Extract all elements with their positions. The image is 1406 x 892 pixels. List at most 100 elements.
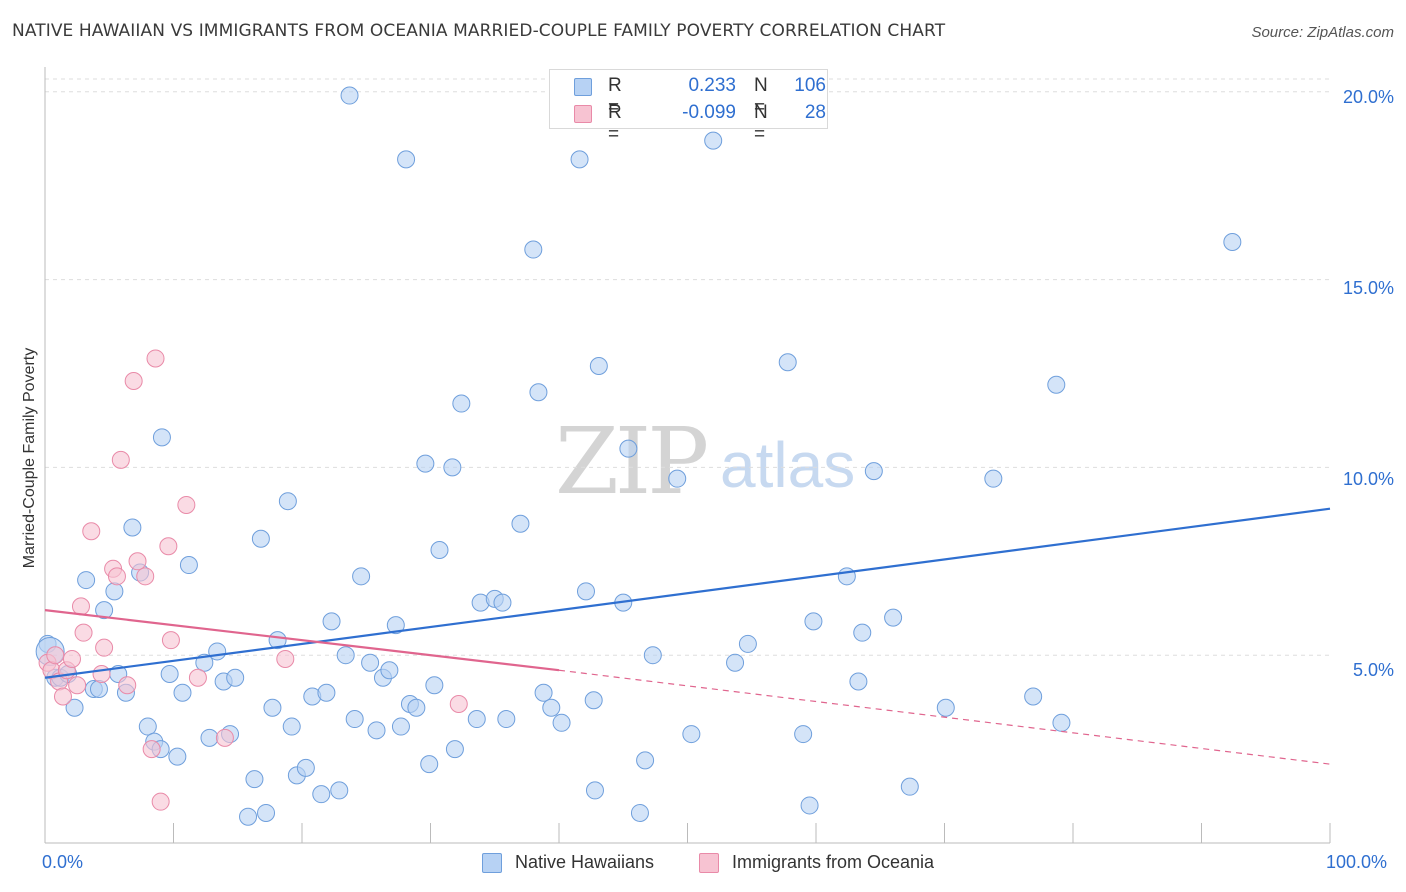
native-hawaiians-point	[416, 454, 435, 473]
native-hawaiians-point	[391, 717, 410, 736]
native-hawaiians-point	[425, 676, 444, 695]
immigrants-oceania-point	[107, 567, 126, 586]
native-hawaiians-point	[226, 668, 245, 687]
native-hawaiians-point	[884, 608, 903, 627]
y-tick-label-10: 10.0%	[1342, 469, 1394, 489]
native-hawaiians-point	[837, 567, 856, 586]
native-hawaiians-point	[738, 634, 757, 653]
native-hawaiians-point	[340, 86, 359, 105]
native-hawaiians-point	[452, 394, 471, 413]
native-hawaiians-point	[208, 642, 227, 661]
n-label: N =	[754, 75, 768, 118]
native-hawaiians-point	[278, 492, 297, 511]
native-hawaiians-point	[173, 683, 192, 702]
native-hawaiians-point	[77, 571, 96, 590]
native-hawaiians-point	[105, 582, 124, 601]
native-hawaiians-point	[936, 698, 955, 717]
x-tick-label-max: 100.0%	[1326, 852, 1388, 872]
immigrants-oceania-point	[215, 728, 234, 747]
native-hawaiians-point	[589, 356, 608, 375]
native-hawaiians-point	[1024, 687, 1043, 706]
native-hawaiians-point	[849, 672, 868, 691]
immigrants-oceania-trendline	[44, 609, 560, 672]
native-hawaiians-point	[636, 751, 655, 770]
immigrants-oceania-point	[68, 676, 87, 695]
immigrants-oceania-point	[74, 623, 93, 642]
n-label: N =	[754, 102, 768, 145]
immigrants-oceania-point	[95, 638, 114, 657]
x-tick-label-min: 0.0%	[42, 852, 84, 872]
native-hawaiians-point	[542, 698, 561, 717]
y-tick-label-15: 15.0%	[1342, 278, 1394, 298]
immigrants-oceania-point	[92, 664, 111, 683]
immigrants-oceania-point	[159, 537, 178, 556]
native-hawaiians-point	[138, 717, 157, 736]
immigrants-oceania-point	[449, 695, 468, 714]
legend-swatch-pink	[699, 853, 719, 873]
native-hawaiians-point	[282, 717, 301, 736]
native-hawaiians-point	[89, 680, 108, 698]
native-hawaiians-point	[296, 758, 315, 777]
native-hawaiians-point	[493, 593, 512, 612]
native-hawaiians-point	[497, 710, 516, 729]
immigrants-oceania-point	[124, 372, 143, 390]
native-hawaiians-point	[239, 807, 258, 826]
native-hawaiians-point	[397, 150, 416, 169]
n-value: 28	[804, 102, 826, 123]
native-hawaiians-point	[430, 541, 449, 560]
immigrants-oceania-point	[71, 597, 90, 616]
legend-label: Immigrants from Oceania	[732, 852, 935, 872]
native-hawaiians-point	[794, 725, 813, 744]
immigrants-oceania-point	[142, 740, 161, 759]
native-hawaiians-point	[200, 728, 219, 747]
legend-label: Native Hawaiians	[515, 852, 655, 872]
native-hawaiians-point	[352, 567, 371, 586]
native-hawaiians-point	[443, 458, 462, 477]
native-hawaiians-point	[386, 616, 405, 635]
native-hawaiians-point	[312, 785, 331, 804]
native-hawaiians-point	[179, 556, 198, 575]
native-hawaiians-point	[322, 612, 341, 631]
native-hawaiians-point	[804, 612, 823, 631]
immigrants-oceania-trendline-extension	[558, 669, 1331, 765]
immigrants-oceania-point	[151, 792, 170, 811]
legend-swatch-pink	[574, 105, 592, 123]
native-hawaiians-point	[152, 428, 171, 447]
y-tick-label-5: 5.0%	[1352, 660, 1394, 680]
r-value: 0.233	[688, 75, 736, 96]
native-hawaiians-point	[726, 653, 745, 672]
native-hawaiians-point	[900, 777, 919, 796]
native-hawaiians-point	[445, 740, 464, 759]
native-hawaiians-point	[704, 131, 723, 150]
native-hawaiians-point	[160, 664, 179, 683]
immigrants-oceania-point	[111, 450, 130, 469]
immigrants-oceania-point	[128, 552, 147, 571]
native-hawaiians-point	[407, 698, 426, 717]
watermark-zip: ZIP	[555, 408, 709, 515]
native-hawaiians-point	[361, 653, 380, 672]
immigrants-oceania-point	[276, 649, 295, 668]
native-hawaiians-point	[585, 781, 604, 800]
native-hawaiians-point	[853, 623, 872, 642]
native-hawaiians-point	[984, 469, 1003, 488]
immigrants-oceania-point	[82, 522, 101, 541]
native-hawaiians-point	[643, 646, 662, 665]
native-hawaiians-point	[367, 721, 386, 740]
legend-swatch-blue	[482, 853, 502, 873]
native-hawaiians-point	[251, 529, 270, 548]
immigrants-oceania-point	[177, 495, 196, 514]
native-hawaiians-point	[552, 713, 571, 732]
immigrants-oceania-point	[46, 646, 65, 665]
native-hawaiians-point	[380, 661, 399, 680]
native-hawaiians-point	[123, 518, 142, 537]
immigrants-oceania-point	[161, 631, 180, 650]
native-hawaiians-point	[524, 240, 543, 259]
immigrants-oceania-point	[188, 668, 207, 687]
native-hawaiians-point	[65, 698, 84, 717]
native-hawaiians-point	[619, 439, 638, 458]
native-hawaiians-point	[168, 747, 187, 766]
native-hawaiians-point	[570, 150, 589, 169]
native-hawaiians-point	[534, 683, 553, 702]
r-label: R =	[608, 75, 622, 118]
native-hawaiians-point	[584, 691, 603, 710]
